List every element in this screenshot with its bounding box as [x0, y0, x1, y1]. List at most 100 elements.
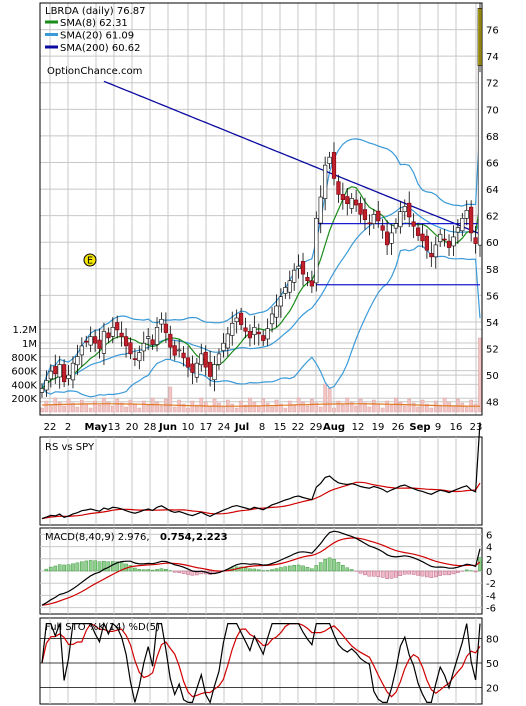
- price-candle: [274, 294, 279, 328]
- price-candle: [199, 343, 204, 372]
- macd-hist-bar: [49, 566, 53, 572]
- volume-bar: [221, 406, 226, 413]
- volume-bar: [57, 401, 62, 413]
- macd-hist-bar: [57, 564, 62, 572]
- macd-hist-bar: [438, 570, 442, 576]
- macd-hist-bar: [97, 561, 102, 572]
- volume-bar: [283, 407, 288, 413]
- volume-bar: [256, 405, 261, 413]
- volume-ytick-label: 1M: [22, 339, 37, 350]
- macd-hist-bar: [447, 570, 451, 576]
- macd-hist-bar: [473, 570, 478, 573]
- price-candle: [464, 200, 469, 226]
- volume-bar: [310, 398, 314, 413]
- volume-bar: [389, 404, 394, 413]
- macd-hist-bar: [102, 561, 106, 572]
- volume-bar: [106, 401, 111, 413]
- sto-ytick-label: 80: [486, 634, 499, 645]
- macd-hist-bar: [478, 557, 482, 572]
- price-candle: [336, 174, 341, 203]
- sto-k-line: [41, 621, 481, 704]
- price-candle: [433, 236, 438, 269]
- volume-bar: [217, 402, 221, 413]
- sto-ytick-label: 50: [486, 659, 499, 670]
- x-tick-label: 26: [392, 422, 405, 433]
- macd-hist-bar: [88, 560, 93, 572]
- macd-hist-bar: [279, 567, 283, 572]
- x-tick-label: 13: [108, 422, 121, 433]
- volume-bar: [349, 401, 354, 413]
- price-ytick-label: 54: [486, 318, 499, 329]
- volume-bar: [49, 404, 53, 413]
- macd-hist-bar: [420, 570, 425, 577]
- macd-panel: 6 420-2-4 -6 MACD(8,40,9) 2.976, 0.754, 2.…: [39, 527, 496, 615]
- price-candle: [261, 330, 266, 346]
- macd-hist-bar: [318, 562, 323, 572]
- volume-bar: [66, 398, 71, 413]
- x-tick-label: 8: [259, 422, 265, 433]
- macd-hist-bar: [394, 570, 398, 578]
- macd-hist-bar: [177, 570, 181, 574]
- price-candle: [265, 318, 270, 346]
- legend-entry: SMA(200) 60.62: [60, 43, 141, 54]
- volume-bar: [327, 387, 332, 413]
- macd-ytick-label: 4: [486, 543, 492, 554]
- volume-bar: [314, 402, 319, 413]
- price-ytick-label: 66: [486, 158, 499, 169]
- volume-bar: [380, 407, 385, 413]
- macd-hist-bar: [425, 570, 429, 578]
- price-candle: [159, 312, 164, 333]
- volume-bar: [62, 405, 66, 413]
- volume-bar: [181, 403, 186, 413]
- macd-hist-bar: [305, 567, 310, 572]
- price-candle: [230, 311, 235, 346]
- macd-hist-bar: [411, 570, 416, 575]
- price-candle: [438, 228, 443, 248]
- price-candle: [247, 324, 253, 347]
- ticker-label: LBRDA (daily) 76.87: [45, 6, 145, 17]
- price-candle: [287, 270, 292, 300]
- price-candle: [190, 355, 195, 385]
- volume-bar: [411, 402, 416, 413]
- macd-hist-bar: [336, 562, 341, 572]
- macd-hist-bar: [119, 562, 124, 572]
- price-ytick-label: 52: [486, 345, 499, 356]
- macd-hist-bar: [464, 569, 469, 572]
- price-candle: [177, 339, 182, 358]
- price-candle: [305, 271, 310, 287]
- x-tick-label: 12: [352, 422, 365, 433]
- macd-hist-bar: [66, 564, 71, 572]
- macd-hist-bar: [93, 560, 97, 572]
- volume-bar: [88, 407, 93, 413]
- macd-hist-bar: [75, 562, 80, 572]
- macd-hist-bar: [372, 570, 376, 577]
- volume-bar: [376, 403, 381, 413]
- price-candle: [455, 219, 460, 244]
- rs-panel: RS vs SPY: [39, 422, 483, 526]
- volume-bar: [305, 405, 310, 413]
- volume-bar: [97, 404, 102, 413]
- price-ytick-label: 56: [486, 291, 499, 302]
- price-candle: [323, 156, 328, 211]
- price-candle: [163, 312, 168, 343]
- price-candle: [70, 356, 76, 389]
- x-tick-label: 16: [450, 422, 463, 433]
- macd-hist-bar: [159, 568, 164, 572]
- price-candle: [358, 196, 363, 223]
- macd-hist-bar: [248, 568, 252, 572]
- x-tick-label: 19: [372, 422, 385, 433]
- volume-bar: [279, 403, 283, 413]
- x-tick-label: 10: [182, 422, 195, 433]
- macd-hist-bar: [270, 569, 274, 572]
- volume-bar: [451, 405, 456, 413]
- macd-hist-bar: [155, 569, 159, 572]
- volume-bar: [287, 400, 292, 413]
- price-candle: [362, 197, 368, 230]
- volume-bar: [265, 402, 270, 413]
- volume-bar: [80, 399, 84, 413]
- macd-hist-bar: [265, 570, 270, 572]
- price-candle: [354, 189, 359, 212]
- macd-hist-bar: [442, 570, 447, 576]
- price-candle: [185, 346, 191, 378]
- price-candle: [123, 328, 129, 358]
